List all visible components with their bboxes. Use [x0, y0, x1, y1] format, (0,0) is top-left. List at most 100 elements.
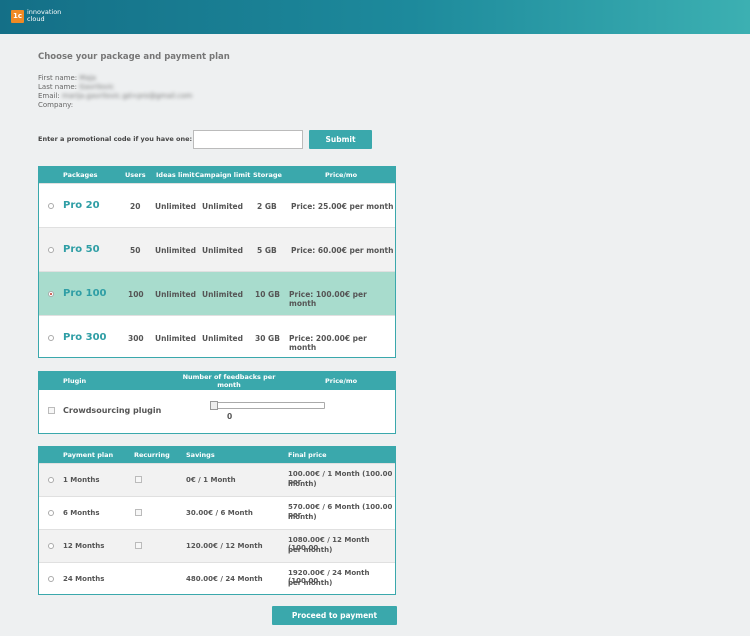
- email-value: marija.gavrilovic.gd+pro@gmail.com: [62, 92, 193, 100]
- package-radio[interactable]: [48, 335, 54, 341]
- payment-radio[interactable]: [48, 543, 54, 549]
- package-ideas: Unlimited: [155, 246, 196, 255]
- plugin-header: Plugin Number of feedbacks per month Pri…: [39, 372, 395, 390]
- payment-final-line-2: month): [288, 513, 317, 521]
- package-campaigns: Unlimited: [202, 202, 243, 211]
- logo-text: innovation cloud: [27, 9, 61, 23]
- package-price: Price: 25.00€ per month: [291, 202, 394, 211]
- package-price: Price: 100.00€ per month: [289, 290, 367, 308]
- package-ideas: Unlimited: [155, 202, 196, 211]
- package-name: Pro 20: [63, 200, 100, 211]
- payment-final-line-1: 570.00€ / 6 Month (100.00 per: [288, 503, 393, 519]
- plugin-row: Crowdsourcing plugin 0: [39, 390, 395, 434]
- package-ideas: Unlimited: [155, 290, 196, 299]
- payment-row-6-months[interactable]: 6 Months 30.00€ / 6 Month 570.00€ / 6 Mo…: [39, 496, 395, 529]
- packages-header: Packages Users Ideas limit Campaign limi…: [39, 167, 395, 183]
- last-name-label: Last name:: [38, 83, 78, 91]
- payment-plan-table: Payment plan Recurring Savings Final pri…: [38, 446, 396, 595]
- email-label: Email:: [38, 92, 60, 100]
- package-users: 100: [128, 290, 144, 299]
- promo-code-input[interactable]: [193, 130, 303, 149]
- package-storage: 5 GB: [257, 246, 277, 255]
- payment-row-1-month[interactable]: 1 Months 0€ / 1 Month 100.00€ / 1 Month …: [39, 463, 395, 496]
- packages-table: Packages Users Ideas limit Campaign limi…: [38, 166, 396, 358]
- first-name-value: Maja: [79, 74, 96, 82]
- package-price: Price: 200.00€ per month: [289, 334, 367, 352]
- col-ideas-limit: Ideas limit: [156, 171, 195, 179]
- logo-mark: 1c: [11, 9, 24, 23]
- payment-radio[interactable]: [48, 510, 54, 516]
- feedbacks-slider[interactable]: [210, 401, 325, 410]
- col-storage: Storage: [253, 171, 282, 179]
- col-users: Users: [125, 171, 146, 179]
- top-bar: 1c innovation cloud: [0, 0, 750, 34]
- col-feedbacks: Number of feedbacks per month: [182, 373, 276, 389]
- logo[interactable]: 1c innovation cloud: [11, 9, 61, 23]
- package-campaigns: Unlimited: [202, 334, 243, 343]
- package-row-pro-300[interactable]: Pro 300 300 Unlimited Unlimited 30 GB Pr…: [39, 315, 395, 359]
- package-storage: 2 GB: [257, 202, 277, 211]
- package-users: 300: [128, 334, 144, 343]
- payment-plan-name: 1 Months: [63, 476, 100, 484]
- payment-row-12-months[interactable]: 12 Months 120.00€ / 12 Month 1080.00€ / …: [39, 529, 395, 562]
- payment-final-line-1: 1080.00€ / 12 Month (100.00: [288, 536, 370, 552]
- payment-savings: 30.00€ / 6 Month: [186, 509, 253, 517]
- company-label: Company:: [38, 101, 74, 109]
- col-campaign-limit: Campaign limit: [195, 171, 251, 179]
- proceed-to-payment-button[interactable]: Proceed to payment: [272, 606, 397, 625]
- slider-handle[interactable]: [210, 401, 218, 410]
- package-campaigns: Unlimited: [202, 290, 243, 299]
- logo-line-2: cloud: [27, 15, 45, 23]
- logo-line-1: innovation: [27, 8, 62, 16]
- payment-plan-name: 6 Months: [63, 509, 100, 517]
- package-row-pro-50[interactable]: Pro 50 50 Unlimited Unlimited 5 GB Price…: [39, 227, 395, 271]
- payment-savings: 480.00€ / 24 Month: [186, 575, 263, 583]
- recurring-checkbox[interactable]: [135, 509, 142, 516]
- package-name: Pro 100: [63, 288, 107, 299]
- plugin-table: Plugin Number of feedbacks per month Pri…: [38, 371, 396, 434]
- payment-plan-name: 12 Months: [63, 542, 105, 550]
- payment-final-line-2: per month): [288, 546, 333, 554]
- plugin-checkbox[interactable]: [48, 407, 55, 414]
- page-title: Choose your package and payment plan: [38, 52, 230, 62]
- col-payment-plan: Payment plan: [63, 451, 114, 459]
- col-savings: Savings: [186, 451, 215, 459]
- package-storage: 10 GB: [255, 290, 280, 299]
- package-radio[interactable]: [48, 247, 54, 253]
- recurring-checkbox[interactable]: [135, 542, 142, 549]
- package-campaigns: Unlimited: [202, 246, 243, 255]
- package-storage: 30 GB: [255, 334, 280, 343]
- package-name: Pro 50: [63, 244, 100, 255]
- col-final-price: Final price: [288, 451, 327, 459]
- payment-savings: 0€ / 1 Month: [186, 476, 236, 484]
- payment-final-line-1: 1920.00€ / 24 Month (100.00: [288, 569, 370, 585]
- package-ideas: Unlimited: [155, 334, 196, 343]
- package-users: 20: [130, 202, 141, 211]
- package-row-pro-20[interactable]: Pro 20 20 Unlimited Unlimited 2 GB Price…: [39, 183, 395, 227]
- col-packages: Packages: [63, 171, 98, 179]
- package-radio-selected[interactable]: [48, 291, 54, 297]
- payment-final-line-1: 100.00€ / 1 Month (100.00 per: [288, 470, 393, 486]
- last-name-value: Gavrilovic: [79, 83, 115, 91]
- package-radio[interactable]: [48, 203, 54, 209]
- promo-label: Enter a promotional code if you have one…: [38, 135, 193, 143]
- package-name: Pro 300: [63, 332, 107, 343]
- payment-savings: 120.00€ / 12 Month: [186, 542, 263, 550]
- col-plugin-price: Price/mo: [325, 377, 358, 385]
- submit-button[interactable]: Submit: [309, 130, 372, 149]
- payment-radio[interactable]: [48, 477, 54, 483]
- package-users: 50: [130, 246, 141, 255]
- recurring-checkbox[interactable]: [135, 476, 142, 483]
- payment-final-line-2: per month): [288, 579, 333, 587]
- payment-header: Payment plan Recurring Savings Final pri…: [39, 447, 395, 463]
- payment-row-24-months[interactable]: 24 Months 480.00€ / 24 Month 1920.00€ / …: [39, 562, 395, 595]
- payment-final-line-2: month): [288, 480, 317, 488]
- col-price: Price/mo: [325, 171, 358, 179]
- plugin-name: Crowdsourcing plugin: [63, 406, 162, 415]
- col-recurring: Recurring: [134, 451, 170, 459]
- col-plugin: Plugin: [63, 377, 87, 385]
- feedbacks-value: 0: [227, 412, 233, 421]
- package-row-pro-100[interactable]: Pro 100 100 Unlimited Unlimited 10 GB Pr…: [39, 271, 395, 315]
- payment-radio[interactable]: [48, 576, 54, 582]
- payment-plan-name: 24 Months: [63, 575, 105, 583]
